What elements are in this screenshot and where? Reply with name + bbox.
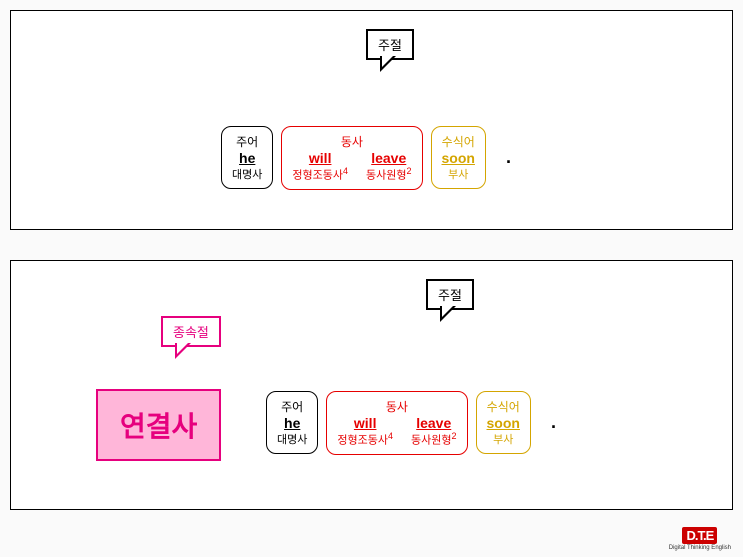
bubble-tail [380,56,396,72]
verb-c1-mid: will [309,150,332,166]
logo: D.T.E Digital Thinking English [669,527,731,551]
mod-mid: soon [442,150,475,166]
subject-top-2: 주어 [277,398,307,415]
subject-box: 주어 he 대명사 [221,126,273,189]
period: . [506,147,511,168]
panel-bottom: 주절 종속절 연결사 주어 he 대명사 동사 will 정형조동사4 leav… [10,260,733,510]
verb-box-2: 동사 will 정형조동사4 leave 동사원형2 [326,391,467,455]
sub-bubble-text: 종속절 [173,325,209,340]
verb-c2-mid: leave [371,150,406,166]
verb-c1-mid-2: will [354,415,377,431]
verb-col-1: will 정형조동사4 [292,150,348,183]
modifier-box: 수식어 soon 부사 [431,126,486,189]
verb-col-2: leave 동사원형2 [366,150,412,183]
mod-mid-2: soon [487,415,520,431]
mod-top-2: 수식어 [487,398,520,415]
verb-c1-bot-2: 정형조동사4 [337,431,393,448]
verb-title: 동사 [292,133,411,150]
mod-bot: 부사 [442,166,475,182]
bubble-text-2: 주절 [438,288,462,303]
verb-box: 동사 will 정형조동사4 leave 동사원형2 [281,126,422,190]
subject-mid: he [232,150,262,166]
verb-c1-bot: 정형조동사4 [292,166,348,183]
mod-bot-2: 부사 [487,431,520,447]
logo-sub: Digital Thinking English [669,545,731,551]
subject-box-2: 주어 he 대명사 [266,391,318,454]
verb-columns-2: will 정형조동사4 leave 동사원형2 [337,415,456,448]
verb-columns: will 정형조동사4 leave 동사원형2 [292,150,411,183]
verb-c2-mid-2: leave [416,415,451,431]
mod-top: 수식어 [442,133,475,150]
panel-top: 주절 주어 he 대명사 동사 will 정형조동사4 leave 동사원형2 … [10,10,733,230]
verb-col-2b: leave 동사원형2 [411,415,457,448]
sub-bubble-tail [175,343,191,359]
verb-c2-bot-2: 동사원형2 [411,431,457,448]
period-2: . [551,412,556,433]
verb-col-1b: will 정형조동사4 [337,415,393,448]
verb-title-2: 동사 [337,398,456,415]
main-clause-bubble: 주절 [366,29,414,60]
sentence-row-2: 주어 he 대명사 동사 will 정형조동사4 leave 동사원형2 수식어… [266,391,556,455]
bubble-text: 주절 [378,38,402,53]
logo-main: D.T.E [682,527,717,544]
subject-top: 주어 [232,133,262,150]
connector-text: 연결사 [120,411,197,442]
bubble-tail-2 [440,306,456,322]
subject-bot: 대명사 [232,166,262,182]
verb-c2-bot: 동사원형2 [366,166,412,183]
subject-mid-2: he [277,415,307,431]
subject-bot-2: 대명사 [277,431,307,447]
connector-box: 연결사 [96,389,221,461]
sentence-row: 주어 he 대명사 동사 will 정형조동사4 leave 동사원형2 수식어… [221,126,511,190]
modifier-box-2: 수식어 soon 부사 [476,391,531,454]
main-clause-bubble-2: 주절 [426,279,474,310]
sub-clause-bubble: 종속절 [161,316,221,347]
